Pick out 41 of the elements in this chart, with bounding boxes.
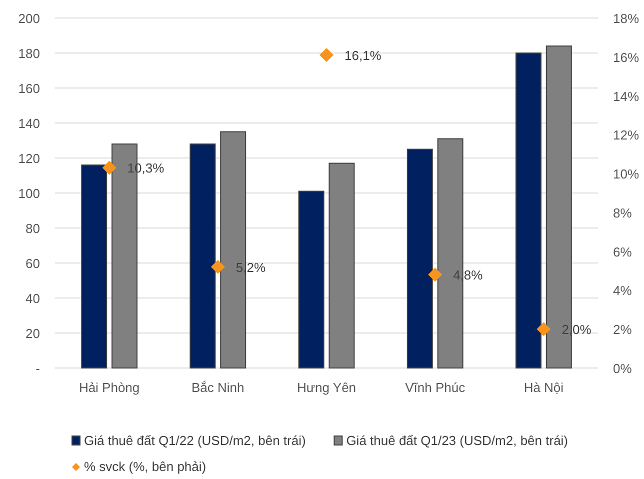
y2-tick-label: 10% [613,166,640,182]
x-tick-label: Vĩnh Phúc [405,380,466,395]
legend-label: % svck (%, bên phải) [84,459,206,474]
x-tick-label: Hải Phòng [78,380,140,395]
x-tick-label: Hưng Yên [296,380,356,395]
y-tick-label: 20 [26,326,40,341]
y2-tick-label: 4% [613,283,632,298]
legend-label: Giá thuê đất Q1/23 (USD/m2, bên trái) [346,433,568,448]
y-tick-label: 160 [18,81,40,96]
y-tick-label: 180 [18,46,40,61]
y2-tick-label: 2% [613,322,632,338]
legend-label: Giá thuê đất Q1/22 (USD/m2, bên trái) [84,433,306,448]
y2-tick-label: 8% [613,205,632,220]
data-label: 16,1% [344,48,382,63]
y-tick-label: 140 [18,116,40,131]
y2-tick-label: 14% [613,88,640,104]
y2-tick-label: 0% [613,361,632,376]
y2-tick-label: 12% [613,128,640,143]
point [428,268,442,282]
y-tick-label: - [36,361,40,376]
point [210,260,225,274]
y2-tick-label: 18% [613,11,640,26]
x-tick-label: Bắc Ninh [192,380,244,395]
y2-tick-label: 6% [613,244,632,260]
bar [298,190,324,368]
bar [328,162,355,368]
y-tick-label: 60 [26,256,40,271]
y2-tick-label: 16% [613,50,640,65]
bar [81,164,108,368]
bar [406,148,433,368]
y-tick-label: 80 [26,221,40,236]
y-tick-label: 120 [18,151,40,166]
point [102,160,116,175]
y-tick-label: 200 [18,11,40,26]
bar [190,144,216,368]
y-tick-label: 100 [18,186,40,201]
y-tick-label: 40 [26,291,40,306]
point [320,48,334,62]
point [536,322,551,336]
bar [516,52,542,368]
x-tick-label: Hà Nội [524,380,564,395]
